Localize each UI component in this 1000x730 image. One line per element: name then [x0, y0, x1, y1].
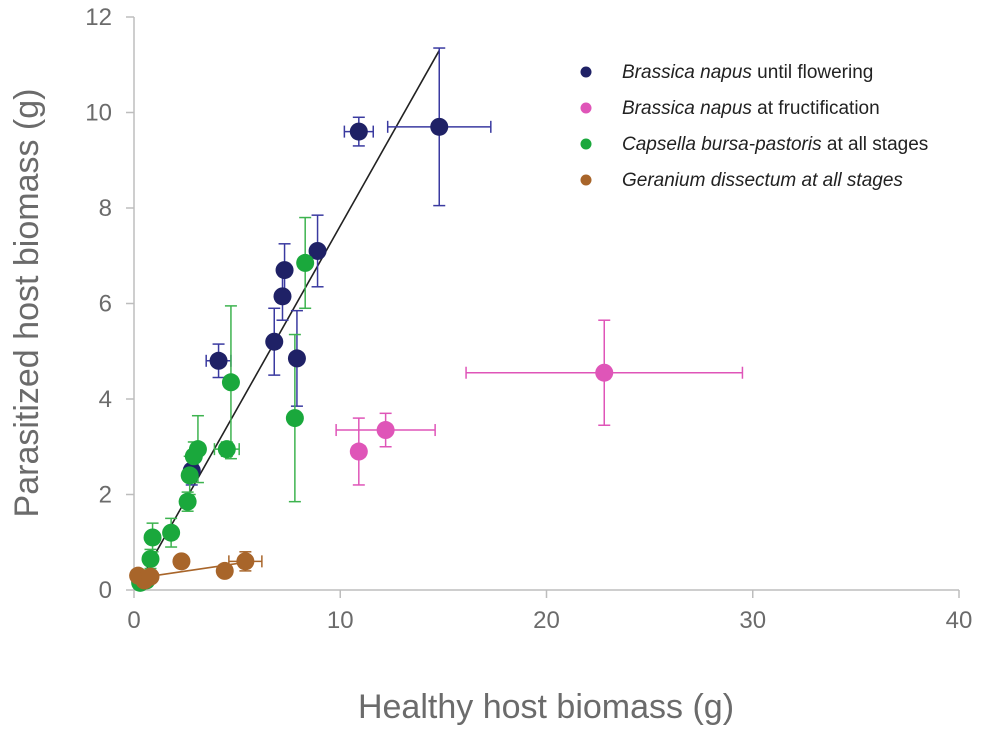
data-point — [308, 241, 327, 260]
data-point — [349, 442, 368, 461]
y-axis-title: Parasitized host biomass (g) — [8, 89, 46, 518]
legend-marker — [580, 174, 592, 186]
legend-marker — [580, 138, 592, 150]
y-tick-label: 8 — [99, 195, 112, 222]
x-tick-label: 10 — [327, 607, 354, 634]
x-tick-label: 30 — [739, 607, 766, 634]
data-point — [178, 492, 197, 511]
data-point — [141, 549, 160, 568]
data-point — [287, 349, 306, 368]
data-point — [275, 261, 294, 280]
y-tick-label: 10 — [85, 100, 112, 127]
y-tick-label: 0 — [99, 577, 112, 604]
data-point — [265, 332, 284, 351]
x-axis-title: Healthy host biomass (g) — [358, 688, 734, 726]
data-point — [273, 287, 292, 306]
legend-label: Brassica napus at fructification — [622, 98, 880, 119]
data-point — [141, 567, 160, 586]
legend: Brassica napus until flowering Brassica n… — [580, 62, 928, 191]
legend-marker — [580, 66, 592, 78]
legend-marker — [580, 102, 592, 114]
legend-label: Geranium dissectum at all stages — [622, 170, 903, 191]
data-point — [430, 117, 449, 136]
data-point — [215, 561, 234, 580]
y-tick-label: 2 — [99, 482, 112, 509]
data-point — [376, 421, 395, 440]
data-point — [180, 466, 199, 485]
data-point — [236, 552, 255, 571]
y-tick-label: 6 — [99, 291, 112, 318]
data-point — [162, 523, 181, 542]
data-point — [296, 253, 315, 272]
legend-label: Brassica napus until flowering — [622, 62, 873, 83]
x-tick-label: 0 — [127, 607, 140, 634]
x-tick-label: 20 — [533, 607, 560, 634]
data-point — [349, 122, 368, 141]
y-tick-label: 12 — [85, 4, 112, 31]
legend-label: Capsella bursa-pastoris at all stages — [622, 134, 928, 155]
data-point — [209, 351, 228, 370]
data-point — [221, 373, 240, 392]
y-tick-label: 4 — [99, 386, 112, 413]
data-point — [188, 440, 207, 459]
ticks: 0 10 20 30 40 0 2 4 6 8 10 12 — [85, 4, 972, 634]
data-point — [285, 409, 304, 428]
data-points — [129, 117, 614, 592]
data-point — [143, 528, 162, 547]
data-point — [172, 552, 191, 571]
data-point — [595, 363, 614, 382]
data-point — [217, 440, 236, 459]
x-tick-label: 40 — [946, 607, 973, 634]
